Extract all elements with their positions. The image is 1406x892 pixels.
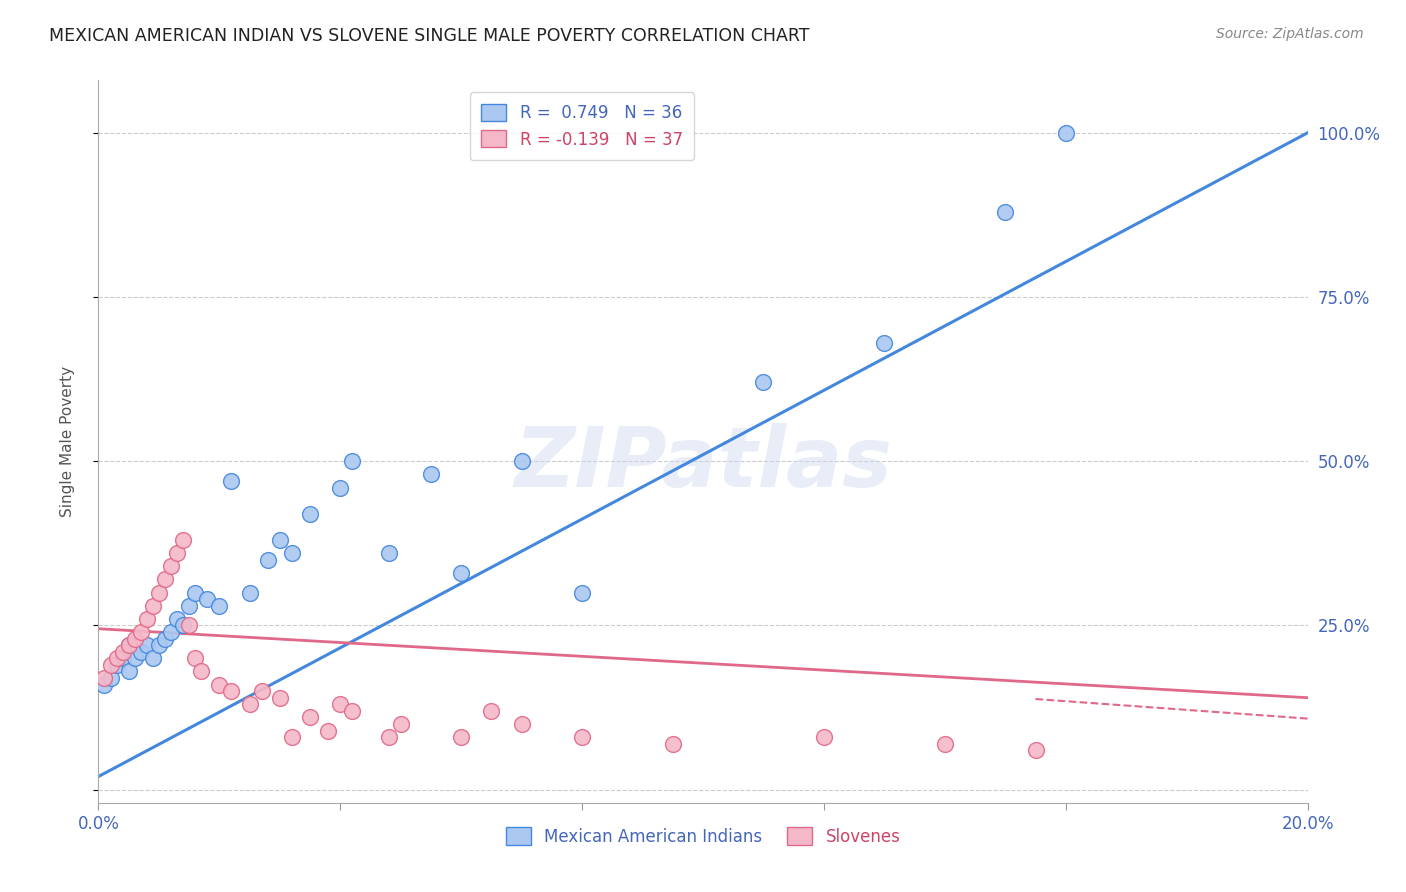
Point	[208, 599, 231, 613]
Point	[105, 657, 128, 672]
Point	[316, 723, 339, 738]
Point	[118, 665, 141, 679]
Point	[179, 599, 201, 613]
Point	[142, 599, 165, 613]
Point	[994, 204, 1017, 219]
Point	[329, 698, 352, 712]
Point	[329, 481, 352, 495]
Point	[135, 638, 157, 652]
Point	[510, 717, 533, 731]
Point	[1054, 126, 1077, 140]
Point	[111, 651, 134, 665]
Text: Source: ZipAtlas.com: Source: ZipAtlas.com	[1216, 27, 1364, 41]
Point	[124, 651, 146, 665]
Point	[813, 730, 835, 744]
Point	[450, 566, 472, 580]
Point	[450, 730, 472, 744]
Point	[160, 625, 183, 640]
Point	[100, 657, 122, 672]
Point	[1024, 743, 1046, 757]
Point	[129, 625, 152, 640]
Point	[239, 585, 262, 599]
Point	[172, 533, 194, 547]
Point	[377, 730, 399, 744]
Point	[269, 533, 291, 547]
Point	[135, 612, 157, 626]
Point	[105, 651, 128, 665]
Text: ZIPatlas: ZIPatlas	[515, 423, 891, 504]
Point	[377, 546, 399, 560]
Point	[299, 710, 322, 724]
Point	[510, 454, 533, 468]
Point	[142, 651, 165, 665]
Point	[153, 573, 176, 587]
Point	[124, 632, 146, 646]
Point	[281, 730, 304, 744]
Point	[184, 651, 207, 665]
Point	[166, 546, 188, 560]
Point	[481, 704, 503, 718]
Point	[208, 677, 231, 691]
Point	[195, 592, 218, 607]
Point	[299, 507, 322, 521]
Point	[342, 454, 364, 468]
Point	[269, 690, 291, 705]
Point	[160, 559, 183, 574]
Point	[148, 638, 170, 652]
Point	[420, 467, 443, 482]
Legend: Mexican American Indians, Slovenes: Mexican American Indians, Slovenes	[499, 821, 907, 852]
Point	[172, 618, 194, 632]
Point	[148, 585, 170, 599]
Point	[389, 717, 412, 731]
Point	[256, 553, 278, 567]
Point	[752, 376, 775, 390]
Point	[221, 474, 243, 488]
Point	[571, 730, 593, 744]
Point	[129, 645, 152, 659]
Point	[184, 585, 207, 599]
Point	[661, 737, 683, 751]
Point	[179, 618, 201, 632]
Point	[166, 612, 188, 626]
Point	[118, 638, 141, 652]
Point	[239, 698, 262, 712]
Point	[93, 671, 115, 685]
Y-axis label: Single Male Poverty: Single Male Poverty	[60, 366, 75, 517]
Point	[118, 638, 141, 652]
Point	[934, 737, 956, 751]
Point	[93, 677, 115, 691]
Point	[190, 665, 212, 679]
Point	[100, 671, 122, 685]
Point	[281, 546, 304, 560]
Text: MEXICAN AMERICAN INDIAN VS SLOVENE SINGLE MALE POVERTY CORRELATION CHART: MEXICAN AMERICAN INDIAN VS SLOVENE SINGL…	[49, 27, 810, 45]
Point	[342, 704, 364, 718]
Point	[153, 632, 176, 646]
Point	[250, 684, 273, 698]
Point	[111, 645, 134, 659]
Point	[221, 684, 243, 698]
Point	[571, 585, 593, 599]
Point	[873, 336, 896, 351]
